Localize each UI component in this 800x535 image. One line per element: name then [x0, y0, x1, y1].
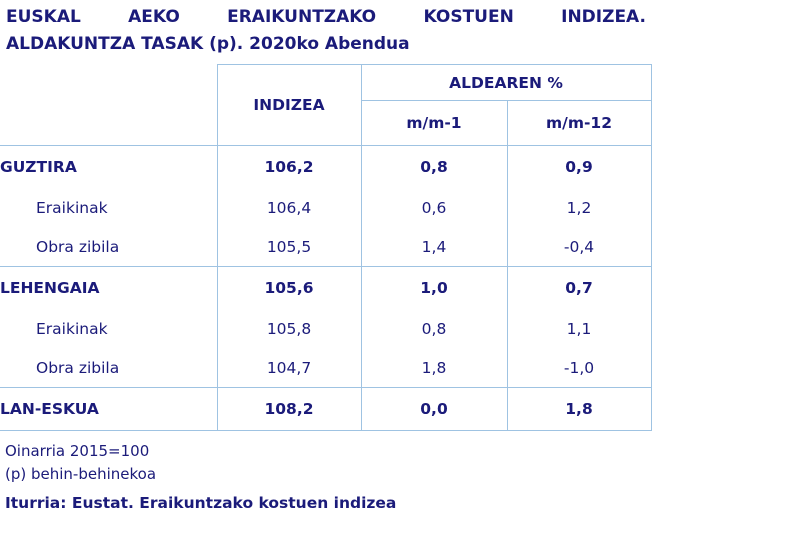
base-note: Oinarria 2015=100	[5, 442, 150, 460]
table-row: Obra zibila 105,5 1,4 -0,4	[0, 227, 652, 267]
cost-index-table: INDIZEA ALDEAREN % m/m-1 m/m-12 GUZTIRA …	[0, 64, 652, 431]
header-mm1: m/m-1	[360, 100, 507, 146]
title-line-1: EUSKAL AEKO ERAIKUNTZAKO KOSTUEN INDIZEA…	[6, 7, 646, 27]
header-mm12: m/m-12	[506, 100, 652, 146]
row-mm12: 1,2	[506, 188, 652, 227]
header-change-group: ALDEAREN %	[360, 64, 652, 101]
table-row: Eraikinak 105,8 0,8 1,1	[0, 309, 652, 348]
table-row: Obra zibila 104,7 1,8 -1,0	[0, 348, 652, 388]
row-mm1: 0,8	[360, 309, 507, 348]
row-index: 105,6	[216, 266, 361, 309]
row-index: 104,7	[216, 348, 361, 388]
row-mm12: -1,0	[506, 348, 652, 388]
row-mm12: 1,8	[506, 387, 652, 431]
header-index: INDIZEA	[216, 64, 361, 146]
document-title: EUSKAL AEKO ERAIKUNTZAKO KOSTUEN INDIZEA…	[6, 4, 646, 58]
row-mm1: 0,6	[360, 188, 507, 227]
header-empty-cell	[0, 65, 217, 146]
row-mm12: 1,1	[506, 309, 652, 348]
row-mm1: 1,4	[360, 227, 507, 267]
row-label: Obra zibila	[36, 237, 120, 256]
row-label: LAN-ESKUA	[0, 387, 217, 431]
row-mm12: 0,9	[506, 145, 652, 188]
row-mm12: -0,4	[506, 227, 652, 267]
title-line-2: ALDAKUNTZA TASAK (p). 2020ko Abendua	[6, 34, 410, 54]
table-notes: Oinarria 2015=100 (p) behin-behinekoa	[5, 440, 156, 486]
row-mm12: 0,7	[506, 266, 652, 309]
row-label: GUZTIRA	[0, 145, 217, 188]
table-row: GUZTIRA 106,2 0,8 0,9	[0, 145, 652, 188]
row-label: Eraikinak	[36, 198, 108, 217]
row-index: 108,2	[216, 387, 361, 431]
row-mm1: 0,8	[360, 145, 507, 188]
row-label: Obra zibila	[36, 358, 120, 377]
table-row: LAN-ESKUA 108,2 0,0 1,8	[0, 387, 652, 431]
table-row: LEHENGAIA 105,6 1,0 0,7	[0, 266, 652, 309]
row-mm1: 1,0	[360, 266, 507, 309]
row-label: LEHENGAIA	[0, 266, 217, 309]
source-note: Iturria: Eustat. Eraikuntzako kostuen in…	[5, 494, 397, 512]
row-label: Eraikinak	[36, 319, 108, 338]
row-index: 106,4	[216, 188, 361, 227]
row-index: 106,2	[216, 145, 361, 188]
row-index: 105,5	[216, 227, 361, 267]
row-index: 105,8	[216, 309, 361, 348]
row-mm1: 0,0	[360, 387, 507, 431]
row-mm1: 1,8	[360, 348, 507, 388]
provisional-note: (p) behin-behinekoa	[5, 465, 157, 483]
table-row: Eraikinak 106,4 0,6 1,2	[0, 188, 652, 227]
